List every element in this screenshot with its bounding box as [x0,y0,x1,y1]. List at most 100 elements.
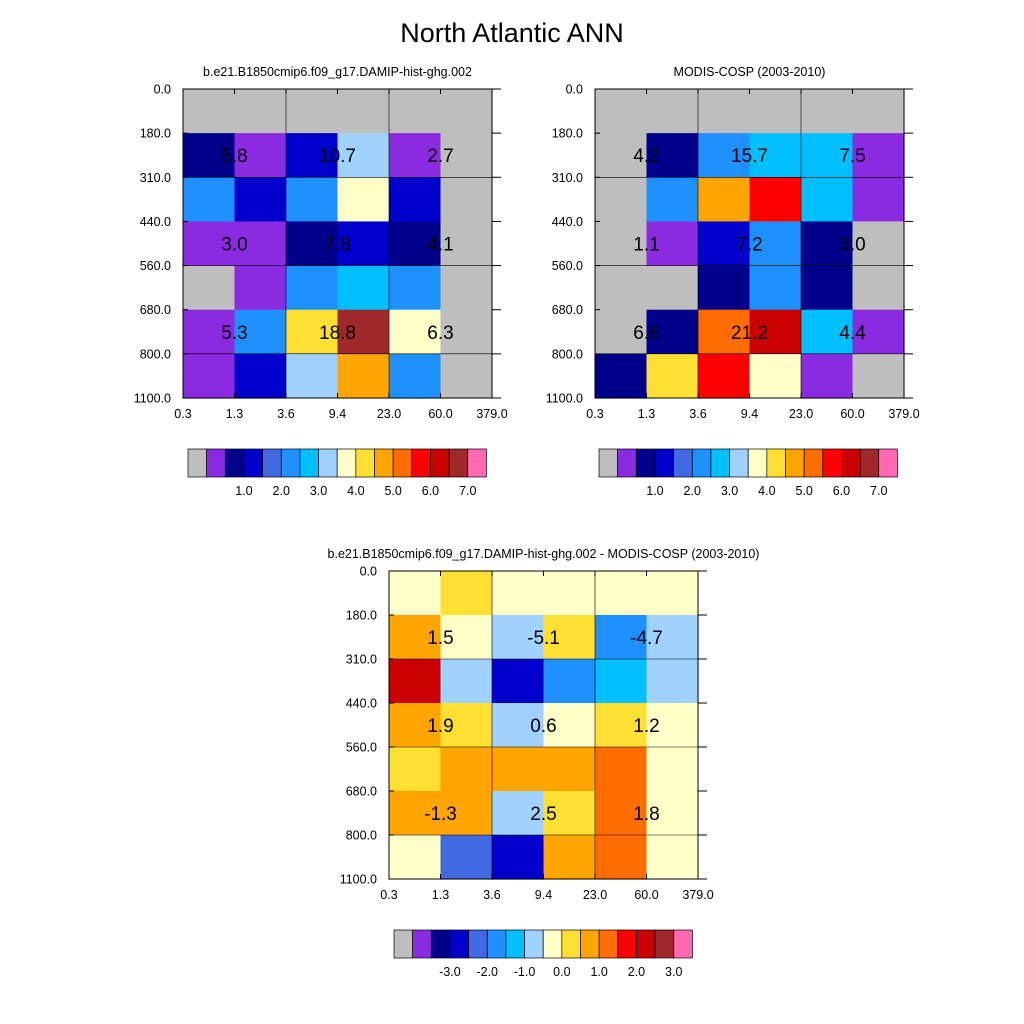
y-tick-label: 180.0 [346,609,377,623]
value-label: -4.7 [630,628,663,649]
heatmap-cell [440,703,493,748]
heatmap-cell [286,133,339,178]
value-label: 1.9 [427,716,453,737]
colorbar-label: 6.0 [422,484,439,498]
heatmap-cell [646,265,699,311]
y-tick-label: 440.0 [552,215,583,229]
colorbar-box [580,929,600,959]
colorbar-box [542,929,563,959]
heatmap-cell [389,791,442,836]
heatmap-cell [749,177,802,223]
heatmap-cell [646,659,699,704]
colorbar-box [729,448,749,478]
colorbar-box [654,929,675,959]
value-label: 6.3 [427,323,453,344]
x-tick-label: 379.0 [682,888,713,902]
heatmap-cell [183,353,236,399]
heatmap-cell [543,791,596,836]
x-tick-label: 0.3 [380,888,397,902]
colorbar-label: 3.0 [721,484,738,498]
y-tick-label: 1100.0 [340,873,377,887]
heatmap-cell [749,221,802,267]
heatmap-cell [492,571,545,616]
value-label: 0.6 [530,716,556,737]
heatmap-cell [389,747,442,792]
colorbar-box [785,448,805,478]
heatmap-cell [543,571,596,616]
colorbar-box [393,929,413,959]
colorbar-box [766,448,786,478]
heatmap-cell [492,659,545,704]
heatmap-cell [389,89,442,134]
heatmap-cell [440,791,493,836]
colorbar-box [841,448,861,478]
colorbar-label: 1.0 [590,965,607,979]
x-tick-label: 9.4 [535,888,552,902]
heatmap-cell [440,309,493,355]
heatmap-cell [595,747,648,792]
heatmap-cell [234,353,287,399]
heatmap-cell [595,703,648,748]
x-tick-label: 1.3 [226,407,243,421]
heatmap-cell [440,353,493,399]
heatmap-cell [595,265,648,311]
y-tick-label: 800.0 [552,347,583,361]
heatmap-cell [646,89,699,134]
colorbar-box [673,929,693,959]
x-tick-label: 23.0 [583,888,607,902]
heatmap-cell [749,265,802,311]
heatmap-cell [389,659,442,704]
heatmap-cell [698,309,751,355]
value-label: 7.5 [839,146,865,167]
heatmap-cell [749,133,802,178]
heatmap-cell [852,133,905,178]
heatmap-cell [337,177,390,223]
heatmap-cell [337,353,390,399]
heatmap-cell [595,89,648,134]
x-tick-label: 3.6 [483,888,500,902]
value-label: 7.2 [736,235,762,256]
value-label: 2.7 [427,146,453,167]
y-tick-label: 440.0 [140,215,171,229]
heatmap-cell [646,615,699,660]
heatmap-cell [337,265,390,311]
colorbar-box [598,448,618,478]
colorbar-box [206,448,226,478]
colorbar-box [654,448,674,478]
y-tick-label: 560.0 [140,259,171,273]
heatmap-cell [595,309,648,355]
heatmap-cell [440,615,493,660]
y-tick-label: 0.0 [154,83,171,97]
heatmap-cell [595,353,648,399]
heatmap-cell [801,265,854,311]
heatmap-cell [646,571,699,616]
y-tick-label: 440.0 [346,697,377,711]
colorbar-label: 3.0 [310,484,327,498]
x-tick-label: 60.0 [634,888,658,902]
value-label: 18.8 [319,323,356,344]
heatmap-cell [337,309,390,355]
heatmap-cell [852,309,905,355]
heatmap-cell [646,835,699,880]
colorbar-box [673,448,693,478]
value-label: 5.3 [221,323,247,344]
colorbar-box [336,448,357,478]
colorbar-label: 4.0 [758,484,775,498]
heatmap-cell [595,615,648,660]
colorbar-box [224,448,245,478]
heatmap-cell [492,835,545,880]
colorbar-label: 0.0 [553,965,570,979]
colorbar-box [448,448,469,478]
heatmap-cell [698,221,751,267]
heatmap-cell [183,221,236,267]
heatmap-cell [852,353,905,399]
heatmap-cell [801,309,854,355]
heatmap-cell [543,835,596,880]
y-tick-label: 310.0 [552,171,583,185]
colorbar-box [598,929,619,959]
value-label: 1.8 [633,804,659,825]
heatmap-cell [646,353,699,399]
heatmap-cell [852,265,905,311]
value-label: 4.4 [839,323,866,344]
value-label: 7.8 [324,235,350,256]
